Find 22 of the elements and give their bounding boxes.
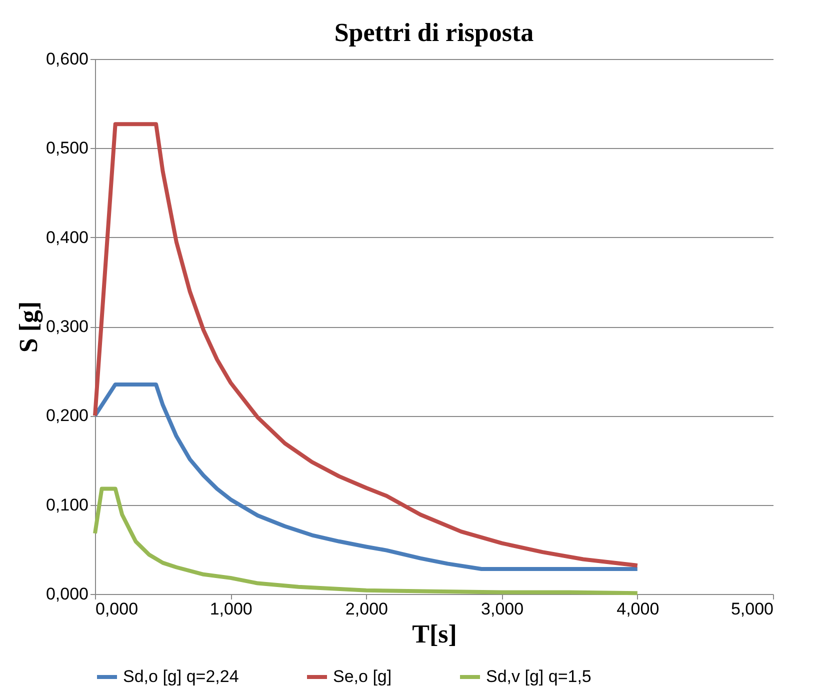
y-axis-title: S [g]	[14, 301, 43, 353]
legend-label: Se,o [g]	[333, 667, 392, 686]
y-tick-label: 0,200	[46, 406, 88, 426]
x-axis-title: T[s]	[412, 620, 457, 648]
line-series	[93, 486, 640, 596]
legend-label: Sd,o [g] q=2,24	[123, 667, 239, 686]
x-tick-label: 1,000	[210, 600, 252, 618]
x-tick-label: 4,000	[616, 600, 660, 618]
y-tick-label: 0,000	[46, 584, 88, 604]
x-tick-label: 0,000	[96, 600, 138, 618]
y-tick-label: 0,500	[46, 138, 88, 158]
y-tick-label: 0,400	[46, 228, 88, 247]
x-tick-label: 5,000	[730, 600, 774, 618]
x-tick-label: 3,000	[481, 600, 524, 618]
legend-label: Sd,v [g] q=1,5	[486, 667, 592, 686]
y-tick-label: 0,100	[46, 495, 88, 514]
y-tick-label: 0,600	[46, 50, 88, 68]
line-series	[93, 382, 640, 572]
line-series	[93, 122, 640, 568]
x-tick-label: 2,000	[345, 600, 388, 618]
y-tick-label: 0,300	[46, 317, 88, 336]
chart-title: Spettri di risposta	[334, 18, 534, 47]
